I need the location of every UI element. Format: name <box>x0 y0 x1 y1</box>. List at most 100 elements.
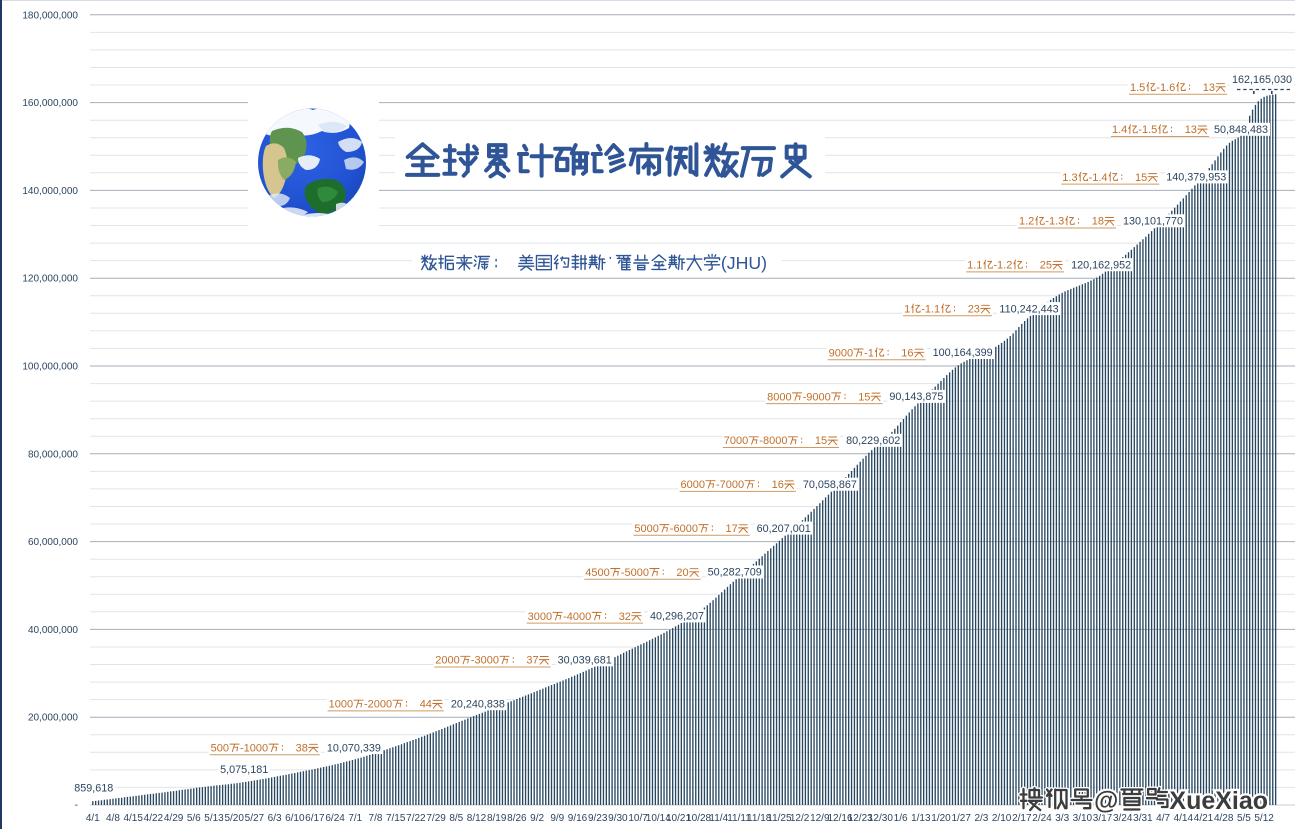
svg-text:5000: 5000 <box>634 523 658 535</box>
svg-text:50,282,709: 50,282,709 <box>708 567 762 579</box>
svg-text:16: 16 <box>901 347 913 359</box>
svg-text:4/8: 4/8 <box>106 813 120 824</box>
svg-text:2/10: 2/10 <box>992 813 1012 824</box>
svg-text:1/20: 1/20 <box>931 813 951 824</box>
svg-text:7000: 7000 <box>724 435 748 447</box>
svg-text:25: 25 <box>1040 260 1052 272</box>
svg-text:859,618: 859,618 <box>74 782 113 794</box>
svg-text:32: 32 <box>619 611 631 623</box>
svg-text:-1.5: -1.5 <box>1138 124 1157 136</box>
svg-text:9/9: 9/9 <box>550 813 564 824</box>
svg-text:-4000: -4000 <box>563 611 591 623</box>
svg-text:3/10: 3/10 <box>1073 813 1093 824</box>
svg-text:10/7: 10/7 <box>628 813 648 824</box>
svg-text:1.4: 1.4 <box>1112 124 1127 136</box>
svg-text:7/1: 7/1 <box>348 813 362 824</box>
svg-text:12/16: 12/16 <box>827 813 852 824</box>
svg-text:7/29: 7/29 <box>426 813 446 824</box>
svg-text:-1.3: -1.3 <box>1045 216 1064 228</box>
svg-text:60,000,000: 60,000,000 <box>28 537 78 548</box>
svg-text:6/10: 6/10 <box>285 813 305 824</box>
svg-text:7/8: 7/8 <box>369 813 383 824</box>
svg-text:160,000,000: 160,000,000 <box>22 98 78 109</box>
svg-text:4/22: 4/22 <box>144 813 164 824</box>
svg-text:3/24: 3/24 <box>1113 813 1133 824</box>
svg-text:5/12: 5/12 <box>1254 813 1274 824</box>
svg-text:1: 1 <box>904 304 910 316</box>
svg-text:30,039,681: 30,039,681 <box>558 655 612 667</box>
svg-text:-9000: -9000 <box>803 391 831 403</box>
svg-text:5/13: 5/13 <box>204 813 224 824</box>
svg-text:8/12: 8/12 <box>467 813 487 824</box>
svg-text:11/18: 11/18 <box>747 813 772 824</box>
svg-text:44: 44 <box>420 699 432 711</box>
svg-text:40,000,000: 40,000,000 <box>28 625 78 636</box>
svg-text:4500: 4500 <box>585 567 609 579</box>
svg-text:80,000,000: 80,000,000 <box>28 449 78 460</box>
svg-text:37: 37 <box>526 655 538 667</box>
svg-text:-8000: -8000 <box>759 435 787 447</box>
svg-text:1/13: 1/13 <box>911 813 931 824</box>
svg-text:11/25: 11/25 <box>767 813 792 824</box>
svg-text:-1.6: -1.6 <box>1156 82 1175 94</box>
svg-text:8000: 8000 <box>767 391 791 403</box>
svg-text:11/11: 11/11 <box>727 813 751 824</box>
svg-text:9/16: 9/16 <box>568 813 588 824</box>
svg-text:120,162,952: 120,162,952 <box>1071 259 1131 271</box>
svg-text:11/4: 11/4 <box>709 813 728 824</box>
svg-text:4/14: 4/14 <box>1174 813 1194 824</box>
svg-text:-: - <box>75 800 78 811</box>
svg-text:9/30: 9/30 <box>608 813 628 824</box>
svg-text:162,165,030: 162,165,030 <box>1232 74 1292 86</box>
svg-text:8/5: 8/5 <box>449 813 463 824</box>
svg-text:10,070,339: 10,070,339 <box>327 742 381 754</box>
svg-text:60,207,001: 60,207,001 <box>757 523 811 535</box>
svg-text:7/22: 7/22 <box>406 813 426 824</box>
svg-text:12/2: 12/2 <box>790 813 810 824</box>
svg-text:16: 16 <box>772 479 784 491</box>
svg-text:20,240,838: 20,240,838 <box>451 698 505 710</box>
svg-text:(JHU): (JHU) <box>721 253 767 273</box>
svg-text:6000: 6000 <box>681 479 705 491</box>
svg-text:1/6: 1/6 <box>894 813 908 824</box>
svg-text:5/6: 5/6 <box>187 813 201 824</box>
svg-text:100,164,399: 100,164,399 <box>933 347 993 359</box>
svg-text:4/28: 4/28 <box>1214 813 1234 824</box>
svg-text:15: 15 <box>815 435 827 447</box>
svg-text:110,242,443: 110,242,443 <box>999 303 1058 315</box>
svg-text:140,379,953: 140,379,953 <box>1166 172 1226 184</box>
svg-text:2000: 2000 <box>435 655 459 667</box>
svg-text:17: 17 <box>726 523 738 535</box>
svg-text:-1000: -1000 <box>240 743 268 755</box>
svg-text:1.3: 1.3 <box>1062 172 1077 184</box>
svg-text:-3000: -3000 <box>471 655 499 667</box>
svg-text:4/15: 4/15 <box>123 813 143 824</box>
svg-text:5,075,181: 5,075,181 <box>220 764 268 776</box>
svg-text:120,000,000: 120,000,000 <box>22 274 78 285</box>
svg-text:@: @ <box>1094 787 1118 815</box>
svg-text:1.1: 1.1 <box>967 260 982 272</box>
svg-text:2/17: 2/17 <box>1012 813 1032 824</box>
svg-text:1.2: 1.2 <box>1019 216 1034 228</box>
svg-text:10/14: 10/14 <box>646 813 671 824</box>
svg-text:5/20: 5/20 <box>224 813 244 824</box>
svg-text:9/2: 9/2 <box>530 813 544 824</box>
svg-text:1.5: 1.5 <box>1130 82 1145 94</box>
svg-text:XueXiao: XueXiao <box>1169 787 1268 815</box>
svg-text:-5000: -5000 <box>621 567 649 579</box>
svg-text:100,000,000: 100,000,000 <box>22 362 78 373</box>
svg-text:3/3: 3/3 <box>1055 813 1069 824</box>
svg-text:4/7: 4/7 <box>1156 813 1170 824</box>
svg-text:13: 13 <box>1185 124 1197 136</box>
svg-text:80,229,602: 80,229,602 <box>846 435 900 447</box>
svg-text:-2000: -2000 <box>364 699 392 711</box>
svg-text:-1: -1 <box>864 347 874 359</box>
svg-text:-1.4: -1.4 <box>1089 172 1108 184</box>
svg-text:3/17: 3/17 <box>1093 813 1113 824</box>
svg-text:6/17: 6/17 <box>305 813 325 824</box>
svg-text:8/19: 8/19 <box>487 813 507 824</box>
svg-text:1000: 1000 <box>329 699 353 711</box>
svg-text:10/21: 10/21 <box>666 813 691 824</box>
svg-text:3/31: 3/31 <box>1133 813 1153 824</box>
svg-text:4/29: 4/29 <box>164 813 184 824</box>
